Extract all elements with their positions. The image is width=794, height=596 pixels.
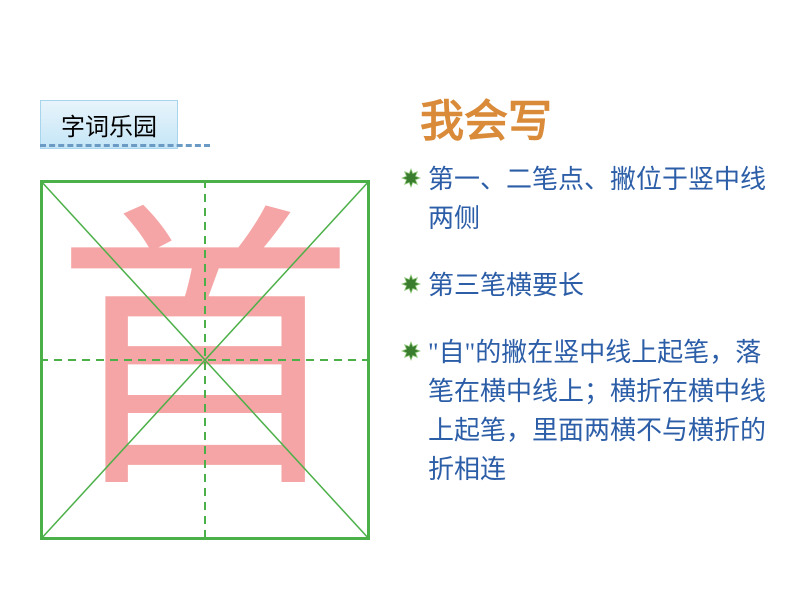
star-bullet-icon xyxy=(400,340,422,362)
tip-text: 第一、二笔点、撇位于竖中线两侧 xyxy=(428,160,770,238)
star-bullet-icon xyxy=(400,273,422,295)
tip-item: 第一、二笔点、撇位于竖中线两侧 xyxy=(400,160,770,238)
tip-text: 第三笔横要长 xyxy=(428,266,584,305)
section-label: 字词乐园 xyxy=(40,100,178,149)
label-underline xyxy=(40,144,210,147)
character-grid: 首 xyxy=(40,180,370,540)
tip-text: "自"的撇在竖中线上起笔，落笔在横中线上；横折在横中线上起笔，里面两横不与横折的… xyxy=(428,333,770,489)
tip-item: 第三笔横要长 xyxy=(400,266,770,305)
page-title: 我会写 xyxy=(420,85,552,149)
star-bullet-icon xyxy=(400,167,422,189)
grid-lines xyxy=(40,180,370,540)
tip-item: "自"的撇在竖中线上起笔，落笔在横中线上；横折在横中线上起笔，里面两横不与横折的… xyxy=(400,333,770,489)
tips-list: 第一、二笔点、撇位于竖中线两侧 第三笔横要长 "自"的撇在竖中线上起笔，落笔在横… xyxy=(400,160,770,517)
